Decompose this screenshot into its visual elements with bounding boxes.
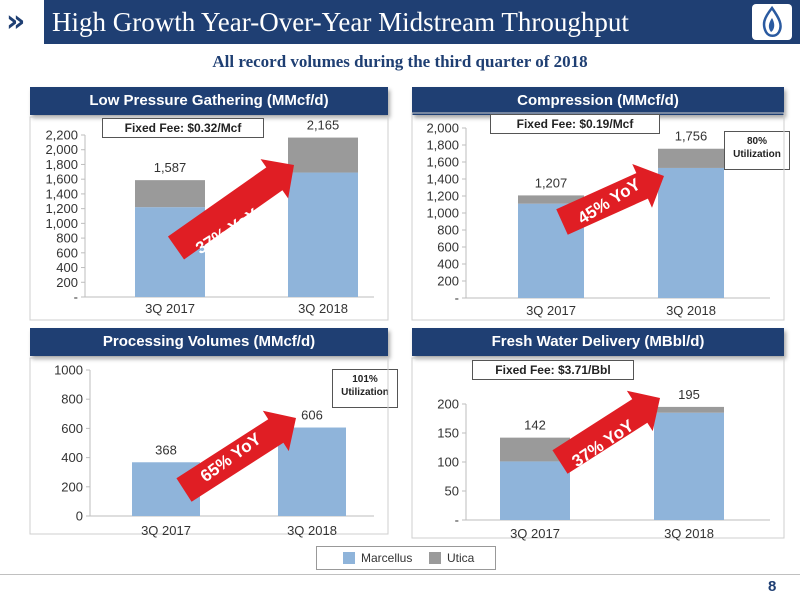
- chart-frame-0: [29, 116, 389, 321]
- chart-frame-3: [411, 357, 785, 539]
- y-tick-label: 1,000: [426, 206, 459, 221]
- growth-arrow-shape: [552, 390, 661, 474]
- header-bar: » High Growth Year-Over-Year Midstream T…: [0, 0, 800, 44]
- legend-swatch-marcellus: [343, 552, 355, 564]
- y-tick-label: 1000: [54, 363, 83, 378]
- y-tick-label: 200: [437, 274, 459, 289]
- y-tick-label: 600: [56, 245, 78, 260]
- footer-divider: [0, 574, 800, 575]
- x-tick-label: 3Q 2017: [526, 303, 576, 318]
- bar-total-label: 1,756: [675, 129, 708, 144]
- panel-title-water: Fresh Water Delivery (MBbl/d): [412, 328, 784, 356]
- fee-box-water: Fixed Fee: $3.71/Bbl: [472, 360, 634, 380]
- x-tick-label: 3Q 2018: [298, 301, 348, 316]
- y-tick-label: 1,800: [45, 157, 78, 172]
- bar-total-label: 142: [524, 418, 546, 433]
- x-tick-label: 3Q 2018: [664, 526, 714, 541]
- chevron-logo: »: [0, 0, 44, 44]
- bar-utica: [518, 195, 584, 204]
- growth-arrow-shape: [556, 163, 665, 235]
- legend-label-utica: Utica: [447, 551, 475, 565]
- y-tick-label: 100: [437, 455, 459, 470]
- y-tick-label: 1,200: [45, 201, 78, 216]
- utilization-box-processing: 101% Utilization: [332, 369, 398, 408]
- x-tick-label: 3Q 2018: [666, 303, 716, 318]
- y-tick-label: 600: [437, 240, 459, 255]
- bar-utica: [288, 137, 358, 173]
- x-tick-label: 3Q 2017: [141, 523, 191, 538]
- bar-utica: [500, 437, 570, 462]
- bar-utica: [658, 148, 724, 168]
- bar-total-label: 2,165: [307, 118, 340, 133]
- page-number: 8: [768, 578, 777, 595]
- growth-arrow-1: [556, 163, 665, 235]
- y-tick-label: -: [455, 513, 459, 528]
- bar-utica: [135, 180, 205, 208]
- y-tick-label: 800: [56, 231, 78, 246]
- bar-total-label: 606: [301, 408, 323, 423]
- y-tick-label: 150: [437, 426, 459, 441]
- x-tick-label: 3Q 2017: [145, 301, 195, 316]
- chart-frame-2: [29, 357, 389, 535]
- y-tick-label: 1,400: [45, 186, 78, 201]
- y-tick-label: 1,400: [426, 172, 459, 187]
- y-tick-label: 800: [437, 223, 459, 238]
- legend-label-marcellus: Marcellus: [361, 551, 413, 565]
- panel-title-compression: Compression (MMcf/d): [412, 87, 784, 115]
- y-tick-label: 1,800: [426, 138, 459, 153]
- bar-utica: [654, 406, 724, 413]
- company-logo: [752, 4, 792, 40]
- panel-title-gathering: Low Pressure Gathering (MMcf/d): [30, 87, 388, 115]
- growth-arrow-3: [552, 390, 661, 474]
- y-tick-label: 0: [76, 509, 83, 524]
- y-tick-label: 200: [56, 275, 78, 290]
- y-tick-label: 1,000: [45, 216, 78, 231]
- y-tick-label: 200: [437, 397, 459, 412]
- bar-marcellus: [654, 412, 724, 520]
- chart-frame-1: [411, 112, 785, 321]
- y-tick-label: 50: [445, 484, 459, 499]
- y-tick-label: -: [74, 290, 78, 305]
- fee-box-compression: Fixed Fee: $0.19/Mcf: [490, 114, 660, 134]
- y-tick-label: 1,600: [45, 172, 78, 187]
- utilization-box-compression: 80% Utilization: [724, 131, 790, 170]
- x-tick-label: 3Q 2018: [287, 523, 337, 538]
- bar-marcellus: [288, 172, 358, 297]
- fee-box-gathering: Fixed Fee: $0.32/Mcf: [102, 118, 264, 138]
- y-tick-label: 1,200: [426, 189, 459, 204]
- growth-arrow-2: [176, 410, 296, 502]
- bar-marcellus: [658, 167, 724, 298]
- y-tick-label: 400: [61, 450, 83, 465]
- y-tick-label: 200: [61, 479, 83, 494]
- y-tick-label: 2,000: [426, 121, 459, 136]
- y-tick-label: 1,600: [426, 155, 459, 170]
- y-tick-label: 2,200: [45, 128, 78, 143]
- double-chevron-icon: »: [6, 4, 26, 39]
- y-tick-label: 600: [61, 421, 83, 436]
- x-tick-label: 3Q 2017: [510, 526, 560, 541]
- y-tick-label: 400: [56, 260, 78, 275]
- bar-total-label: 368: [155, 442, 177, 457]
- legend: Marcellus Utica: [316, 546, 496, 570]
- legend-swatch-utica: [429, 552, 441, 564]
- growth-arrow-shape: [176, 410, 296, 502]
- growth-arrow-0: [167, 159, 295, 260]
- y-tick-label: -: [455, 291, 459, 306]
- growth-arrow-shape: [167, 159, 295, 260]
- bar-total-label: 1,207: [535, 175, 568, 190]
- bar-total-label: 1,587: [154, 160, 187, 175]
- y-tick-label: 2,000: [45, 142, 78, 157]
- flame-logo-icon: [762, 5, 782, 37]
- y-tick-label: 400: [437, 257, 459, 272]
- y-tick-label: 800: [61, 392, 83, 407]
- panel-title-processing: Processing Volumes (MMcf/d): [30, 328, 388, 356]
- bar-marcellus: [500, 461, 570, 520]
- bar-total-label: 195: [678, 387, 700, 402]
- page-subtitle: All record volumes during the third quar…: [212, 52, 588, 71]
- page-title: High Growth Year-Over-Year Midstream Thr…: [52, 7, 629, 37]
